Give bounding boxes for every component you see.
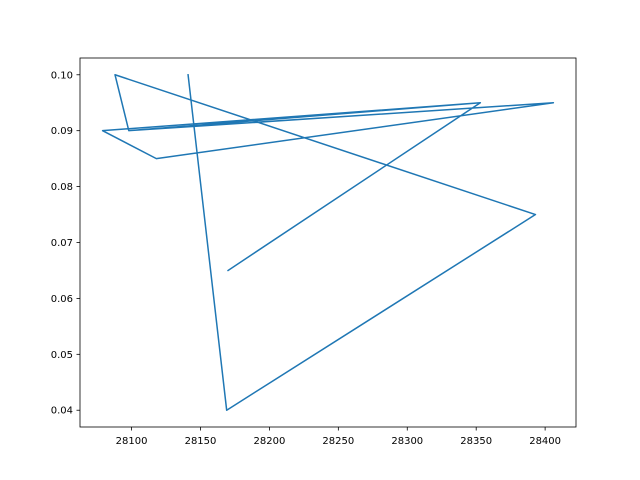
y-tick-label: 0.06 xyxy=(51,294,73,305)
x-tick-label: 28400 xyxy=(529,436,561,447)
series-line-0 xyxy=(101,73,555,411)
x-tick-label: 28100 xyxy=(116,436,148,447)
x-tick-label: 28300 xyxy=(391,436,423,447)
plot-area xyxy=(101,73,555,411)
x-axis: 28100 28150 28200 28250 28300 28350 28400 xyxy=(116,427,561,447)
y-tick-label: 0.05 xyxy=(51,350,73,361)
x-tick-label: 28350 xyxy=(460,436,492,447)
x-tick-label: 28250 xyxy=(322,436,354,447)
y-tick-label: 0.04 xyxy=(51,406,73,417)
y-tick-label: 0.09 xyxy=(51,126,73,137)
x-tick-label: 28150 xyxy=(185,436,217,447)
y-tick-label: 0.07 xyxy=(51,238,73,249)
y-tick-label: 0.08 xyxy=(51,182,73,193)
y-axis: 0.04 0.05 0.06 0.07 0.08 0.09 0.10 xyxy=(51,70,80,417)
x-tick-label: 28200 xyxy=(254,436,286,447)
y-tick-label: 0.10 xyxy=(51,70,73,81)
